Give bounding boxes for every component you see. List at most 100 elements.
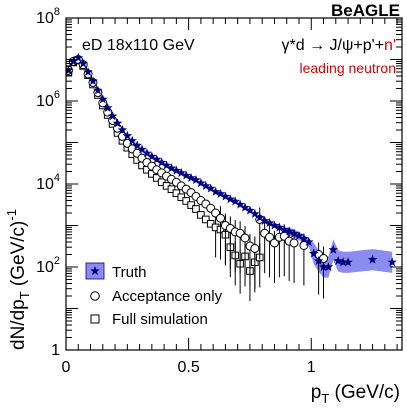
axis-layer: 0 0.5 1 1 102 104 106 108 — [36, 6, 402, 376]
legend-truth-label: Truth — [112, 264, 146, 281]
acceptance-point — [216, 213, 226, 223]
y-tick-label: 102 — [36, 255, 60, 276]
process-label: γ*d → J/ψ+p'+n' — [282, 37, 396, 54]
legend-acceptance-label: Acceptance only — [112, 288, 223, 305]
truth-point — [387, 257, 397, 267]
truth-point — [88, 76, 98, 86]
y-axis-label: dN/dpT (GeV/c)-1 — [4, 209, 32, 350]
truth-point — [284, 226, 294, 236]
acceptance-point — [240, 233, 250, 243]
y-tick-label: 106 — [36, 89, 60, 110]
truth-point — [367, 254, 378, 264]
y-tick-label: 108 — [36, 6, 60, 27]
truth-point — [304, 237, 314, 247]
truth-point — [230, 196, 240, 206]
truth-point — [289, 228, 299, 238]
acceptance-point — [299, 240, 309, 250]
truth-point — [328, 244, 339, 254]
y-tick-label: 1 — [51, 342, 60, 359]
acceptance-point — [265, 232, 275, 242]
truth-point — [274, 222, 285, 232]
acceptance-point — [269, 238, 279, 248]
fullsim-point — [197, 211, 205, 219]
truth-point — [318, 262, 329, 272]
fullsim-point — [201, 215, 210, 224]
truth-point — [176, 167, 187, 177]
truth-point — [112, 118, 123, 128]
truth-point — [73, 52, 84, 62]
truth-point — [107, 111, 118, 121]
truth-point — [225, 194, 236, 204]
truth-point — [156, 157, 167, 167]
truth-point — [220, 191, 231, 201]
truth-point — [269, 220, 280, 230]
truth-point — [137, 144, 147, 154]
y-axis-label-main: dN/dp — [8, 299, 29, 350]
truth-point — [264, 217, 275, 228]
fullsim-point — [187, 201, 195, 209]
process-main: γ*d → J/ψ+p'+ — [282, 37, 385, 54]
truth-point — [191, 174, 201, 185]
x-axis-label-sub: T — [321, 391, 329, 406]
y-axis-label-sub: T — [17, 291, 32, 299]
legend-fullsim-square-icon — [90, 314, 100, 324]
brand-label: BeAGLE — [331, 1, 400, 20]
truth-point — [151, 154, 162, 164]
truth-point — [127, 135, 137, 145]
y-axis-label-exp: -1 — [4, 209, 19, 221]
truth-point — [132, 140, 142, 150]
legend-fullsim-label: Full simulation — [112, 311, 208, 328]
fullsim-point — [152, 174, 161, 182]
truth-point — [250, 208, 260, 218]
truth-point — [259, 215, 270, 225]
x-tick-label: 0.5 — [178, 359, 200, 376]
legend: Truth Acceptance only Full simulation — [85, 262, 223, 328]
truth-point — [117, 125, 128, 135]
truth-point — [210, 186, 221, 196]
truth-point — [83, 66, 93, 77]
truth-point — [98, 94, 108, 104]
x-axis-label: pT (GeV/c) — [311, 382, 400, 406]
truth-point — [186, 172, 196, 182]
truth-point — [161, 160, 172, 170]
x-tick-label: 1 — [307, 359, 316, 376]
truth-point — [142, 148, 152, 158]
beam-label: eD 18x110 GeV — [82, 37, 195, 54]
truth-point — [196, 178, 206, 188]
acceptance-point — [289, 238, 299, 248]
truth-point — [333, 255, 343, 265]
truth-point — [68, 56, 79, 66]
truth-point — [323, 262, 334, 272]
truth-point — [338, 257, 348, 267]
truth-point — [240, 202, 250, 212]
process-suffix: n' — [384, 37, 396, 54]
y-tick-label: 104 — [36, 172, 60, 193]
x-axis-label-rest: (GeV/c) — [329, 382, 400, 403]
truth-point — [215, 188, 226, 198]
truth-point — [235, 199, 245, 209]
marker-layer — [66, 52, 397, 302]
truth-point — [181, 170, 191, 180]
truth-point — [279, 224, 290, 234]
truth-point — [205, 183, 216, 193]
truth-point — [78, 58, 88, 68]
truth-point — [255, 212, 265, 222]
fullsim-point — [182, 197, 190, 205]
truth-point — [122, 130, 133, 140]
truth-band-layer — [68, 56, 393, 278]
truth-point — [171, 165, 182, 175]
truth-point — [343, 257, 353, 267]
truth-point — [201, 180, 211, 190]
truth-point — [102, 102, 113, 112]
truth-point — [313, 255, 324, 265]
x-axis-label-p: p — [311, 382, 322, 403]
truth-point — [308, 248, 319, 258]
acceptance-point — [250, 243, 260, 253]
fullsim-point — [172, 189, 181, 198]
truth-point — [294, 230, 304, 240]
truth-uncertainty-band — [68, 56, 393, 278]
legend-acceptance-circle-icon — [90, 291, 100, 301]
fullsim-point — [192, 205, 200, 213]
